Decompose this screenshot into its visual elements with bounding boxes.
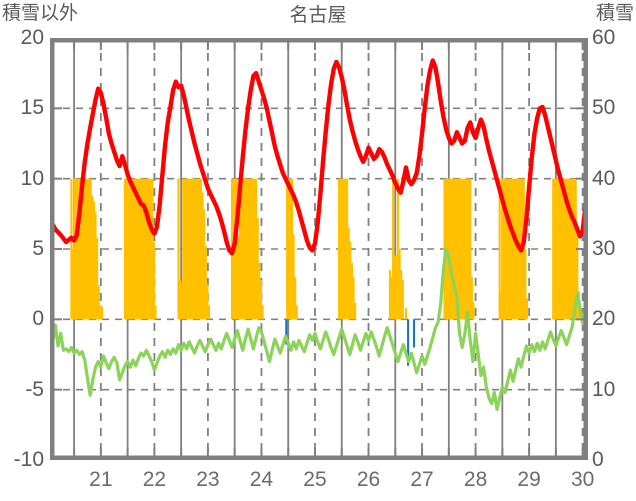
x-tick-label: 24 xyxy=(249,468,274,491)
right-axis-title: 積雪 xyxy=(595,3,634,24)
right-tick-label: 10 xyxy=(592,377,616,401)
temperature-line xyxy=(50,58,588,256)
axis-tick-marks xyxy=(52,40,586,458)
left-tick-label: 5 xyxy=(32,237,44,260)
chart-svg xyxy=(50,38,588,460)
right-tick-label: 60 xyxy=(592,26,616,49)
left-tick-label: 0 xyxy=(32,307,44,331)
right-tick-label: 50 xyxy=(592,96,616,120)
right-tick-label: 0 xyxy=(592,448,604,471)
x-tick-label: 26 xyxy=(356,468,381,491)
left-tick-label: 20 xyxy=(20,26,44,49)
x-tick-label: 28 xyxy=(463,468,488,491)
x-tick-label: 27 xyxy=(410,468,434,491)
x-tick-label: 29 xyxy=(517,468,541,491)
x-tick-label: 30 xyxy=(570,468,595,491)
page-title: 名古屋 xyxy=(289,5,347,26)
right-tick-label: 30 xyxy=(592,237,616,260)
left-axis-title: 積雪以外 xyxy=(2,3,79,24)
right-tick-label: 20 xyxy=(592,307,616,331)
plot-area xyxy=(50,38,588,460)
x-tick-label: 25 xyxy=(303,468,327,491)
x-tick-label: 22 xyxy=(142,468,167,491)
precipitation-bars xyxy=(285,319,416,366)
left-tick-label: -5 xyxy=(25,377,44,401)
x-tick-label: 21 xyxy=(89,468,113,491)
left-tick-label: -10 xyxy=(13,448,44,471)
right-tick-label: 40 xyxy=(592,166,616,190)
x-tick-label: 23 xyxy=(196,468,220,491)
left-tick-label: 10 xyxy=(20,166,44,190)
left-tick-label: 15 xyxy=(20,96,44,120)
wind-line xyxy=(50,247,587,411)
